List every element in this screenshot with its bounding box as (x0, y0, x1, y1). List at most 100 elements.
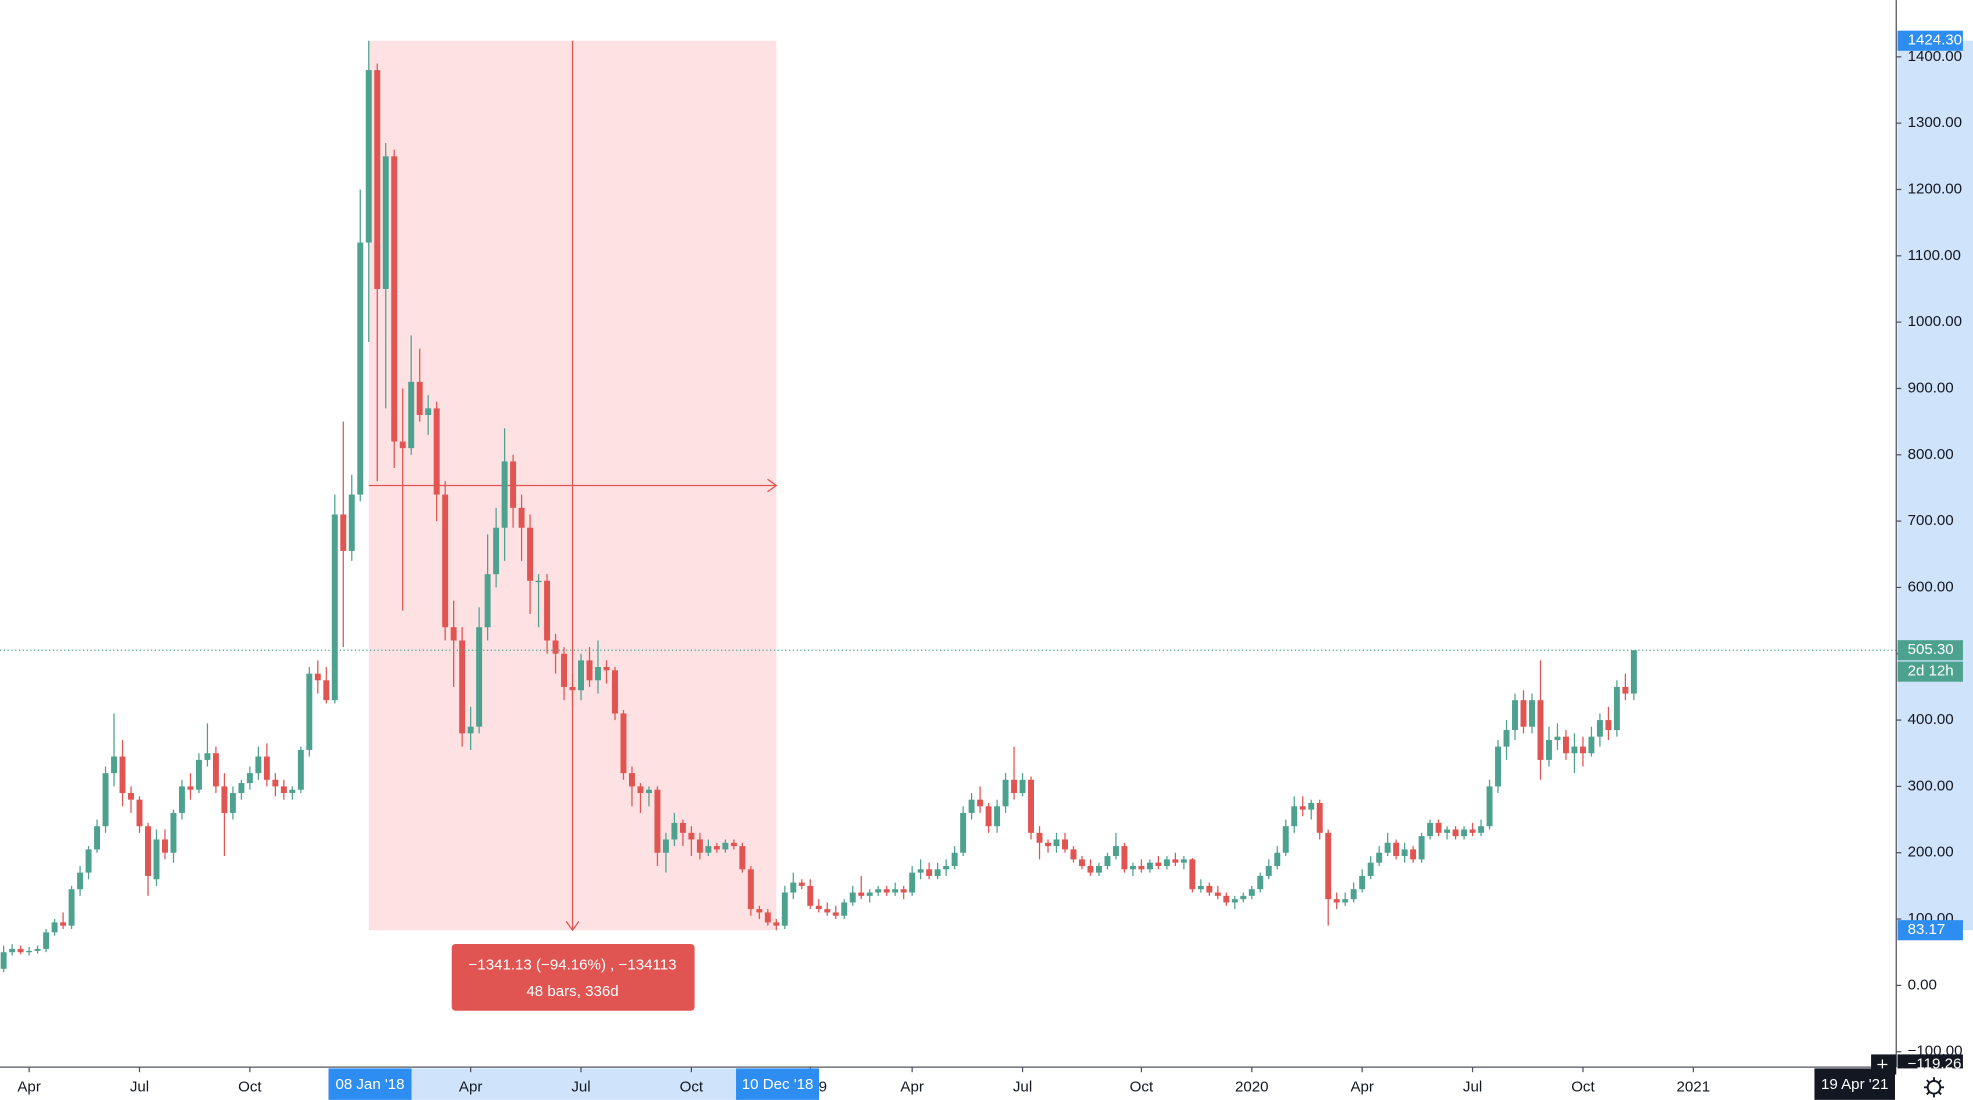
measure-date-box (736, 1068, 820, 1100)
measure-label-line2: 48 bars, 336d (526, 983, 618, 1000)
candle-body (1537, 700, 1544, 760)
x-tick-label: Jul (1463, 1078, 1482, 1095)
settings-icon[interactable] (1923, 1077, 1945, 1098)
candle-body (586, 660, 593, 681)
candle-body (365, 70, 372, 243)
candle-body (416, 381, 423, 415)
y-tick-label: 1000.00 (1908, 313, 1963, 330)
measure-date-label: 10 Dec '18 (742, 1076, 814, 1093)
candle-body (1282, 826, 1289, 853)
candle-body (1554, 736, 1561, 740)
x-tick-label: Apr (900, 1078, 923, 1095)
candle-body (1265, 865, 1272, 876)
candle-body (1112, 846, 1119, 857)
candle-body (314, 673, 321, 681)
candle-body (212, 753, 219, 787)
candle-body (696, 839, 703, 853)
candle-body (595, 667, 601, 681)
candle-body (943, 865, 950, 870)
candle-body (824, 909, 831, 913)
candle-body (1605, 720, 1612, 731)
candle-body (994, 806, 1001, 827)
candle-body (900, 889, 907, 893)
candle-body (1019, 779, 1026, 794)
candle-body (43, 932, 50, 949)
candle-body (1172, 859, 1179, 863)
candle-body (1129, 865, 1136, 870)
candle-body (1121, 846, 1128, 870)
candle-body (1630, 650, 1637, 694)
candle-body (1197, 885, 1204, 890)
candle-body (51, 922, 58, 933)
candle-body (773, 922, 780, 926)
measure-label-line1: −1341.13 (−94.16%) , −134113 (469, 956, 677, 973)
candle-body (866, 892, 873, 896)
candle-body (1350, 889, 1357, 900)
candle-body (968, 799, 975, 813)
candle-body (102, 773, 109, 827)
candle-body (1384, 842, 1391, 853)
candle-body (1095, 865, 1102, 873)
candle-body (1579, 746, 1586, 754)
candle-body (229, 793, 236, 813)
candle-body (756, 909, 763, 913)
measure-to-price-box (1897, 920, 1963, 941)
candle-body (832, 912, 839, 916)
x-tick-label: Jul (130, 1078, 149, 1095)
candle-body (1291, 806, 1298, 827)
candle-body (544, 580, 551, 641)
candle-body (815, 905, 822, 910)
candle-body (128, 793, 134, 800)
measure-to-price: 83.17 (1908, 921, 1946, 938)
countdown-label: 2d 12h (1908, 663, 1954, 680)
candle-body (382, 156, 389, 289)
candle-body (875, 889, 882, 893)
candle-body (501, 461, 508, 528)
candle-body (442, 494, 449, 628)
last-price-label: 505.30 (1908, 641, 1954, 658)
candle-body (1104, 856, 1111, 866)
candle-body (1231, 899, 1238, 903)
candle-body (764, 912, 771, 923)
candle-body (85, 849, 92, 873)
candle-body (170, 812, 177, 853)
candle-body (1435, 822, 1442, 833)
candle-body (1036, 832, 1043, 843)
measure-arrowhead-v (565, 921, 580, 932)
candle-body (977, 799, 984, 807)
gear-teeth (1923, 1077, 1945, 1098)
plot-area: −1341.13 (−94.16%) , −134113 48 bars, 336… (0, 40, 1897, 1011)
candle-body (561, 653, 568, 687)
candle-body (145, 826, 151, 876)
candle-body (909, 872, 916, 893)
candle-body (77, 872, 84, 890)
candle-body (195, 759, 202, 790)
candle-body (1613, 686, 1620, 731)
measure-arrowhead-h (767, 478, 778, 493)
x-tick-label: Apr (1350, 1078, 1373, 1095)
candle-body (374, 70, 381, 289)
candle-body (790, 882, 797, 893)
candle-body (162, 839, 168, 853)
bottom-edge (1897, 1068, 1973, 1100)
candle-body (297, 749, 304, 790)
candle-body (1325, 832, 1332, 900)
candle-body (510, 461, 517, 508)
candle-body (1079, 859, 1085, 866)
x-tick-label: Apr (459, 1078, 482, 1095)
candle-body (246, 773, 253, 784)
candle-body (1163, 859, 1170, 866)
candle-body (263, 756, 270, 780)
measure-label-box (451, 944, 695, 1011)
candle-body (1308, 802, 1315, 810)
candle-body (1155, 862, 1162, 866)
candle-body (527, 527, 534, 581)
x-tick-label: 2020 (1235, 1078, 1269, 1095)
candle-body (178, 786, 185, 813)
candle-body (68, 889, 75, 926)
candle-body (1045, 842, 1051, 847)
x-tick-label: Oct (1571, 1078, 1595, 1095)
y-tick-label: 1100.00 (1908, 247, 1961, 264)
